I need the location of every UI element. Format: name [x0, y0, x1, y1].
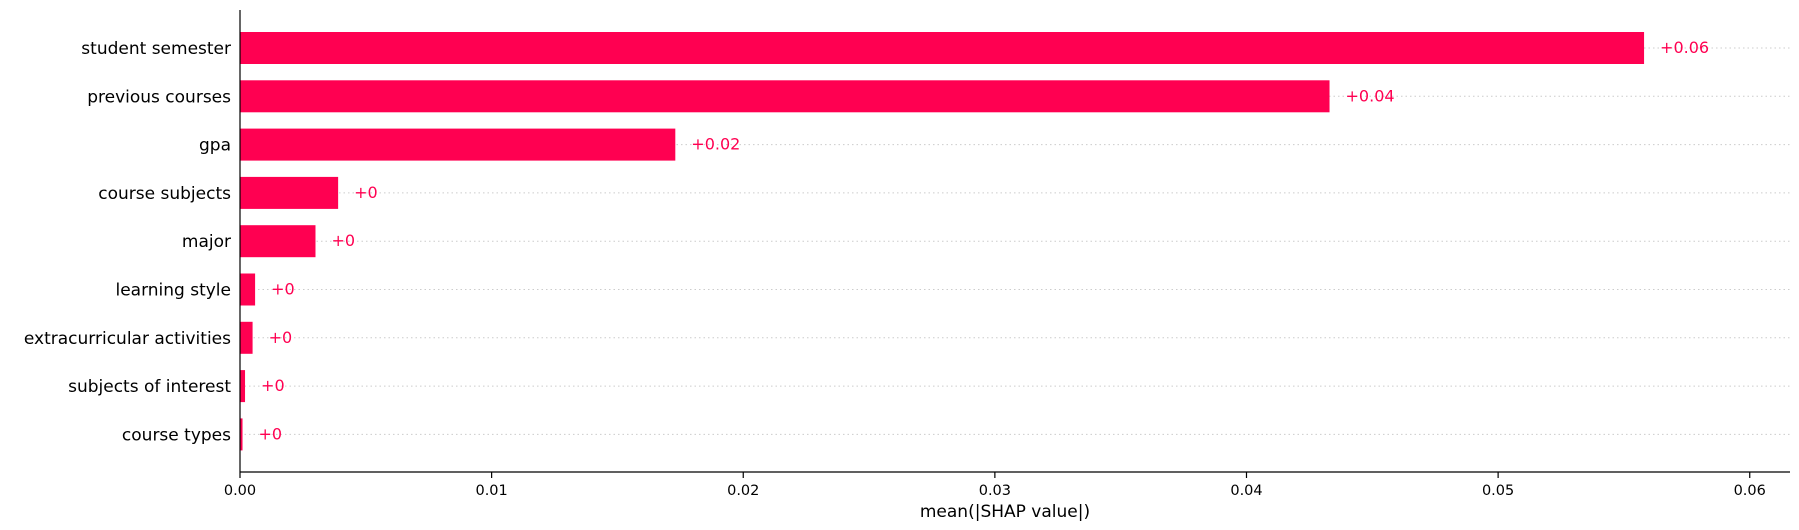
data-label: +0 [259, 424, 283, 443]
x-tick-label: 0.04 [1230, 483, 1262, 499]
data-label: +0 [271, 280, 295, 299]
x-tick-label: 0.01 [475, 483, 507, 499]
category-label: gpa [199, 136, 231, 156]
x-tick-label: 0.02 [727, 483, 759, 499]
data-label: +0.04 [1346, 86, 1395, 105]
category-label: learning style [115, 281, 231, 301]
data-label: +0.02 [691, 135, 740, 154]
x-axis-label: mean(|SHAP value|) [920, 502, 1090, 522]
bar [240, 321, 253, 354]
bar [240, 32, 1645, 64]
category-labels: student semester previous courses gpa cours… [24, 39, 231, 445]
data-label: +0 [269, 328, 293, 347]
data-label: +0 [354, 183, 378, 202]
bar [240, 370, 246, 403]
x-tick-label: 0.06 [1734, 483, 1766, 499]
category-label: major [182, 232, 231, 252]
category-label: subjects of interest [68, 377, 231, 397]
x-ticks: 0.00 0.01 0.02 0.03 0.04 0.05 0.06 [224, 472, 1766, 499]
axes [239, 10, 1790, 473]
category-label: course subjects [98, 184, 231, 204]
bars [240, 32, 1645, 451]
bar [240, 225, 316, 258]
data-label: +0 [331, 231, 355, 250]
x-tick-label: 0.05 [1482, 483, 1514, 499]
bar [240, 273, 256, 306]
data-label: +0 [261, 376, 285, 395]
bar [240, 418, 243, 451]
category-label: student semester [81, 39, 231, 59]
bar [240, 176, 339, 209]
x-tick-label: 0.00 [224, 483, 256, 499]
category-label: previous courses [87, 87, 231, 107]
data-label: +0.06 [1660, 38, 1709, 57]
bar [240, 80, 1330, 113]
category-label: course types [122, 425, 231, 445]
category-label: extracurricular activities [24, 329, 231, 349]
x-tick-label: 0.03 [979, 483, 1011, 499]
bar [240, 128, 676, 161]
data-labels: +0.06 +0.04 +0.02 +0 +0 +0 +0 +0 +0 [259, 38, 1710, 443]
